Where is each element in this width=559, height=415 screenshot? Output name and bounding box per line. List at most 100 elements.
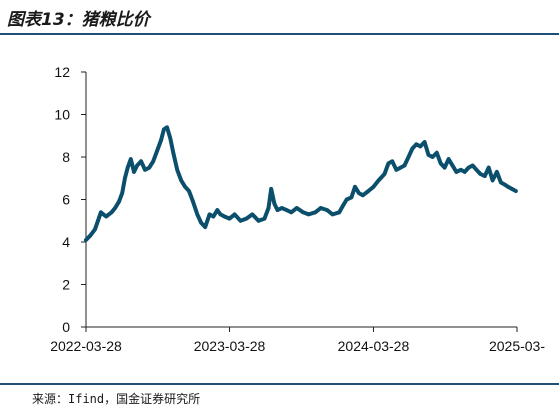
data-point xyxy=(301,210,305,215)
data-point xyxy=(426,153,431,157)
data-point xyxy=(244,216,249,221)
data-point xyxy=(344,197,349,202)
data-point xyxy=(349,195,354,200)
data-point xyxy=(438,161,443,166)
data-point xyxy=(113,206,117,210)
data-point xyxy=(168,136,172,140)
y-tick-label: 12 xyxy=(54,64,70,80)
source-divider xyxy=(0,383,559,385)
data-point xyxy=(430,155,435,159)
data-point xyxy=(414,142,419,147)
data-point xyxy=(325,208,329,212)
data-point xyxy=(215,208,220,212)
data-point xyxy=(269,187,274,191)
data-point xyxy=(454,170,459,174)
data-point xyxy=(275,208,280,212)
y-tick-label: 0 xyxy=(62,319,70,335)
data-point xyxy=(162,127,166,132)
data-point xyxy=(123,176,127,181)
data-point xyxy=(199,221,203,225)
data-point xyxy=(256,219,261,223)
data-point xyxy=(139,159,143,164)
data-point xyxy=(179,178,183,183)
figure-title: 图表13：猪粮比价 xyxy=(7,10,150,30)
y-tick-label: 10 xyxy=(54,107,70,123)
data-point xyxy=(99,210,103,215)
data-point xyxy=(207,212,212,217)
data-point xyxy=(483,174,487,178)
data-point xyxy=(88,233,93,238)
data-point xyxy=(171,151,176,155)
chart-ticks: 0 2 4 6 8 10 12 2022-03-28 2023-03-28 2024-03-28 2… xyxy=(50,64,545,354)
data-point xyxy=(250,212,255,217)
data-point xyxy=(390,159,395,164)
data-point xyxy=(337,210,342,215)
data-point xyxy=(446,157,451,161)
data-point xyxy=(503,182,507,187)
data-point xyxy=(371,185,376,189)
data-point xyxy=(191,199,195,204)
data-point xyxy=(222,214,227,219)
data-point xyxy=(93,227,97,232)
data-point xyxy=(187,189,191,193)
data-point xyxy=(330,212,335,217)
data-point xyxy=(238,219,243,223)
data-point xyxy=(84,238,88,242)
data-point xyxy=(470,163,475,168)
data-point xyxy=(165,125,169,130)
data-point xyxy=(218,212,223,217)
data-point xyxy=(398,165,403,170)
data-point xyxy=(203,225,207,229)
data-point xyxy=(272,202,277,206)
data-point xyxy=(478,172,483,176)
data-point xyxy=(284,208,289,212)
data-point xyxy=(510,187,514,191)
data-point xyxy=(435,151,439,155)
data-point xyxy=(506,185,510,189)
data-point xyxy=(499,180,503,185)
data-point xyxy=(306,212,311,217)
data-point xyxy=(376,178,381,183)
y-tick-label: 8 xyxy=(62,149,70,165)
data-point xyxy=(232,212,237,217)
data-point xyxy=(382,172,387,176)
data-point xyxy=(135,163,139,168)
data-point xyxy=(319,206,323,210)
data-point xyxy=(151,159,155,164)
data-point xyxy=(450,163,455,168)
data-point xyxy=(262,216,267,221)
data-point xyxy=(386,161,391,166)
data-point xyxy=(289,210,294,215)
data-point xyxy=(155,148,159,153)
data-point xyxy=(410,146,415,151)
data-point xyxy=(514,189,518,193)
data-point xyxy=(120,191,124,195)
y-tick-label: 4 xyxy=(62,234,70,250)
chart-series xyxy=(84,125,518,242)
chart-axes xyxy=(85,72,517,328)
data-point xyxy=(117,199,121,204)
line-chart: 0 2 4 6 8 10 12 2022-03-28 2023-03-28 2024-03-28 2… xyxy=(50,64,545,354)
data-point xyxy=(295,206,299,210)
data-point xyxy=(175,168,179,172)
x-tick-label: 2025-03- xyxy=(489,338,545,354)
data-point xyxy=(366,189,371,193)
x-tick-label: 2024-03-28 xyxy=(338,338,410,354)
title-divider xyxy=(0,33,559,35)
data-point xyxy=(406,155,411,159)
data-point xyxy=(227,216,232,221)
x-tick-label: 2023-03-28 xyxy=(194,338,266,354)
y-tick-label: 2 xyxy=(62,277,70,293)
data-point xyxy=(143,168,147,172)
data-point xyxy=(422,140,427,144)
data-point xyxy=(466,165,471,170)
data-point xyxy=(490,178,495,183)
data-point xyxy=(211,214,216,219)
data-point xyxy=(353,185,357,189)
data-point xyxy=(486,165,491,170)
data-point xyxy=(495,170,499,174)
data-point xyxy=(129,157,133,161)
data-point xyxy=(462,170,467,174)
data-point xyxy=(361,193,365,198)
data-point xyxy=(402,163,407,168)
